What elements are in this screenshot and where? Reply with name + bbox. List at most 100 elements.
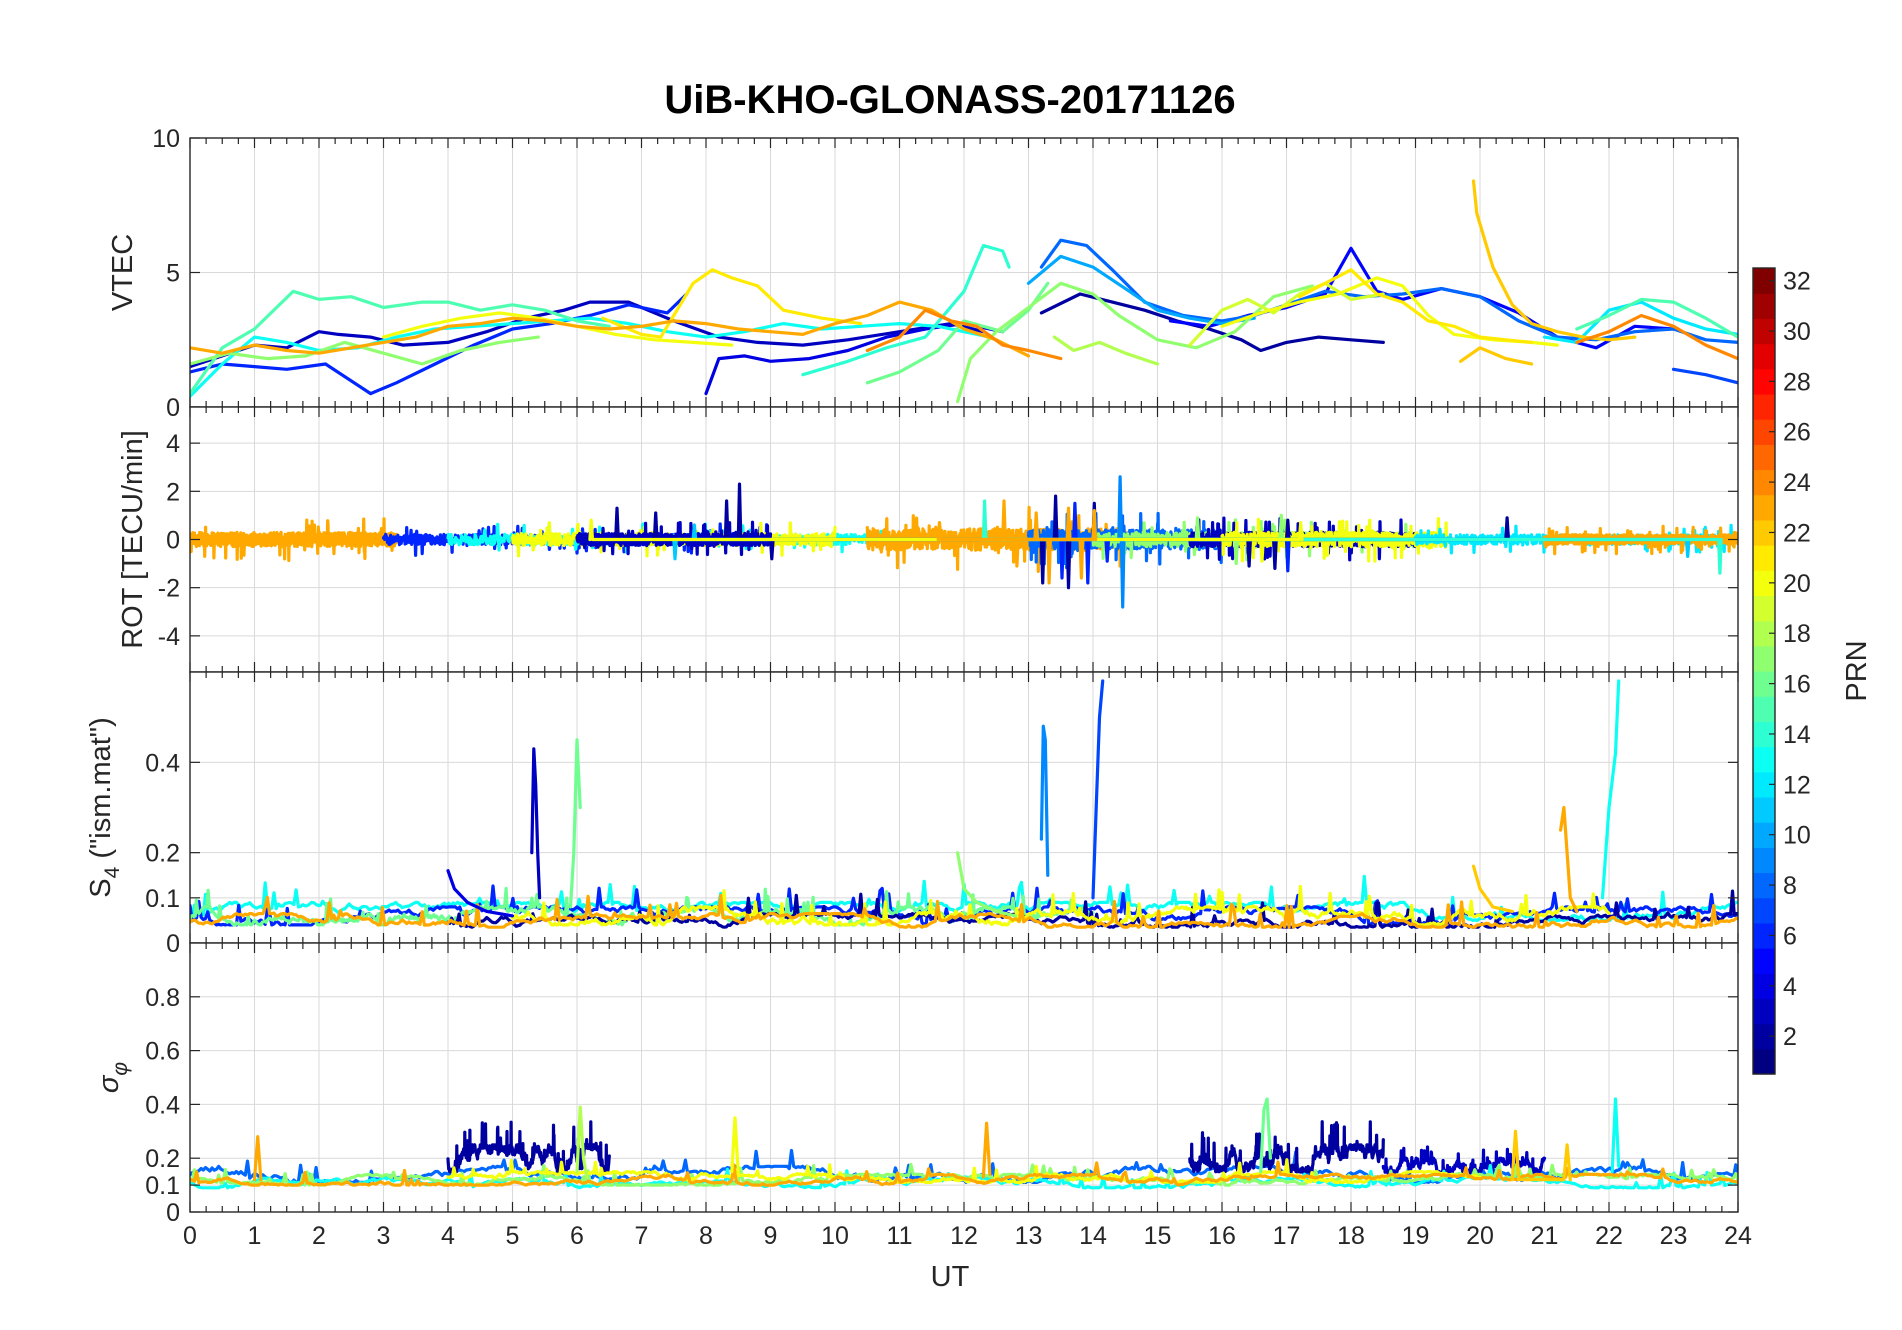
series-prn-20 [588, 518, 1304, 563]
series-prn-13 [1610, 1097, 1621, 1174]
y-axis-label-s4: S4 ("ism.mat") [85, 717, 124, 898]
y-axis-label-sub: φ [109, 1062, 132, 1076]
series-prn-24 [865, 308, 1063, 361]
colorbar-swatch [1753, 721, 1775, 748]
series-line [510, 884, 1611, 927]
series-prn-21 [601, 268, 863, 339]
y-tick-label: 0.6 [145, 1038, 180, 1066]
x-tick-label: 21 [1531, 1222, 1559, 1250]
colorbar-tick-label: 6 [1783, 922, 1797, 950]
colorbar-tick-label: 30 [1783, 318, 1811, 346]
series-line [190, 517, 398, 563]
series-prn-13 [1600, 679, 1621, 900]
x-tick-label: 24 [1724, 1222, 1752, 1250]
series-prn-6 [190, 292, 689, 396]
series-prn-17 [190, 335, 540, 366]
series-group [190, 679, 1738, 929]
series-prn-19 [1188, 281, 1385, 347]
series-prn-20 [730, 1116, 740, 1176]
y-tick-label: 0.4 [145, 749, 180, 777]
colorbar-tick-label: 8 [1783, 872, 1797, 900]
series-line [446, 1120, 611, 1174]
colorbar-swatch [1753, 771, 1775, 798]
y-axis-label-sigphi: σφ [93, 1062, 132, 1094]
y-axis-label-rest: ("ism.mat") [85, 717, 117, 866]
colorbar-tick-label: 24 [1783, 469, 1811, 497]
colorbar-tick-label: 16 [1783, 671, 1811, 699]
panel-rot: -4 -2 0 2 4 ROT [TECU/min] [117, 406, 1739, 673]
colorbar-swatch [1753, 444, 1775, 471]
colorbar-swatch [1753, 268, 1775, 294]
colorbar-tick-label: 26 [1783, 419, 1811, 447]
y-tick-label: 0.1 [145, 885, 180, 913]
series-prn-16 [1259, 1097, 1272, 1174]
colorbar-tick-label: 14 [1783, 721, 1811, 749]
series-prn-21 [1297, 268, 1534, 344]
colorbar-label: PRN [1841, 640, 1873, 701]
series-prn-22 [1459, 346, 1534, 366]
y-axis-label-rot: ROT [TECU/min] [117, 430, 149, 649]
colorbar-tick-label: 18 [1783, 620, 1811, 648]
y-tick-label: 0.2 [145, 840, 180, 868]
x-tick-label: 2 [312, 1222, 326, 1250]
y-tick-label: -4 [158, 623, 180, 651]
series-prn-16 [865, 281, 1050, 385]
series-prn-9 [1039, 724, 1050, 877]
series-prn-3 [190, 300, 985, 369]
colorbar-swatch [1753, 343, 1775, 370]
x-tick-label: 14 [1079, 1222, 1107, 1250]
x-tick-label: 11 [887, 1222, 913, 1250]
y-tick-label: -2 [158, 575, 180, 603]
colorbar-swatch [1753, 519, 1775, 546]
colorbar-swatch [1753, 1048, 1775, 1075]
series-prn-18 [575, 1105, 589, 1179]
colorbar-swatch [1753, 671, 1775, 697]
series-line [190, 893, 1738, 929]
y-tick-label: 5 [166, 260, 180, 288]
series-group [190, 179, 1738, 404]
colorbar-swatch [1753, 570, 1775, 597]
panel-s4: 0 0.1 0.2 0.4 S4 ("ism.mat") [85, 671, 1739, 958]
series-prn-7 [1091, 679, 1105, 900]
x-tick-label: 17 [1273, 1222, 1301, 1250]
series-group [190, 1097, 1738, 1190]
x-tick-label: 6 [570, 1222, 584, 1250]
axis-frame [189, 942, 1739, 1213]
y-tick-label: 0 [166, 527, 180, 555]
y-axis-label-vtec: VTEC [107, 234, 139, 311]
x-tick-label: 23 [1660, 1222, 1688, 1250]
x-tick-label: 8 [699, 1222, 713, 1250]
colorbar-frame [1752, 267, 1776, 1075]
y-tick-label: 0 [166, 394, 180, 422]
ticks [189, 672, 1739, 944]
colorbar-swatch [1753, 293, 1775, 319]
colorbar-tick-label: 22 [1783, 519, 1811, 547]
y-tick-label: 0.8 [145, 984, 180, 1012]
series-prn-23 [936, 499, 1098, 585]
colorbar-swatch [1753, 897, 1775, 924]
series-prn-3 [530, 747, 542, 900]
colorbar-swatch [1753, 796, 1775, 823]
colorbar-swatch [1753, 368, 1775, 395]
colorbar-swatch [1753, 645, 1775, 672]
colorbar-swatch [1753, 847, 1775, 874]
y-tick-label: 0 [166, 930, 180, 958]
series-prn-11 [672, 523, 1691, 561]
colorbar-swatch [1753, 696, 1775, 722]
series-prn-16 [568, 738, 582, 909]
x-tick-label: 13 [1015, 1222, 1043, 1250]
colorbar-swatch [1753, 746, 1775, 773]
colorbar-tick-label: 2 [1783, 1023, 1797, 1051]
colorbar-swatch [1753, 318, 1775, 345]
ticks [189, 407, 1739, 672]
series-prn-23 [252, 1135, 263, 1182]
colorbar-swatch [1753, 822, 1775, 848]
series-prn-24 [1575, 313, 1738, 361]
series-prn-15 [190, 289, 611, 396]
x-tick-label: 9 [764, 1222, 778, 1250]
series-prn-15 [1575, 297, 1738, 339]
series-line [190, 1160, 1738, 1187]
colorbar-swatch [1753, 973, 1775, 1000]
